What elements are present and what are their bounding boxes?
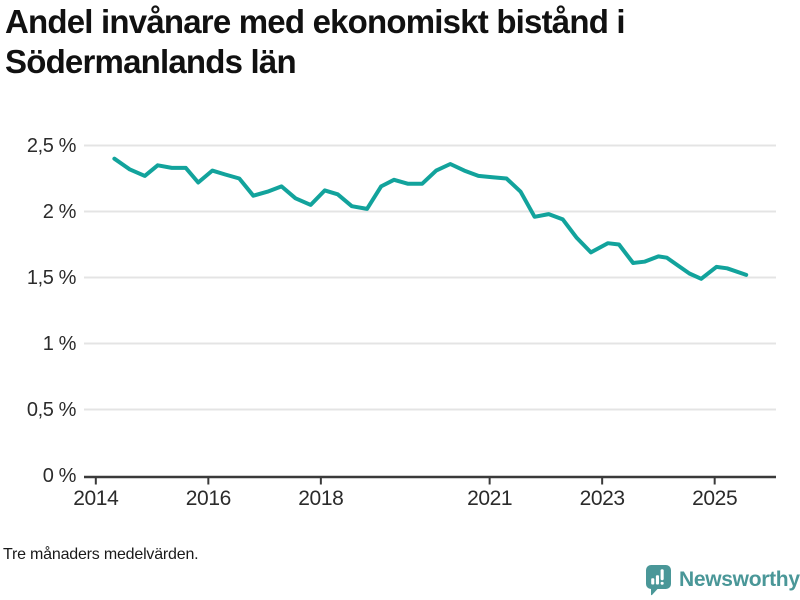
y-tick-label-0.5: 0,5 % — [26, 398, 77, 421]
y-tick-label-2: 2 % — [42, 200, 77, 223]
logo-bar-short — [651, 577, 655, 584]
page-title-line-2: Södermanlands län — [5, 43, 297, 80]
x-tick-label-2016: 2016 — [185, 487, 232, 510]
y-tick-label-1.5: 1,5 % — [26, 266, 77, 289]
logo-exclamation-stem — [660, 568, 664, 580]
newsworthy-wordmark: Newsworthy — [679, 568, 800, 591]
y-tick-label-2.5: 2,5 % — [26, 134, 77, 157]
x-tick-label-2014: 2014 — [73, 487, 119, 510]
logo-bar-tall — [655, 574, 659, 584]
newsworthy-bubble-barchart-icon — [646, 564, 671, 595]
x-tick-label-2018: 2018 — [298, 487, 344, 510]
chart-footnote: Tre månaders medelvärden. — [3, 546, 199, 563]
page-title: Andel invånare med ekonomiskt bistånd i … — [5, 2, 785, 82]
x-tick-label-2021: 2021 — [467, 487, 513, 510]
page-title-line-1: Andel invånare med ekonomiskt bistånd i — [5, 3, 626, 40]
x-tick-label-2023: 2023 — [579, 487, 626, 510]
data-line-södermanlands-län — [112, 156, 749, 281]
x-tick-label-2025: 2025 — [692, 487, 738, 510]
y-tick-label-0: 0 % — [42, 464, 77, 487]
logo-exclamation-dot — [660, 581, 664, 585]
y-tick-label-1: 1 % — [42, 332, 77, 355]
newsworthy-logo: Newsworthy — [646, 563, 800, 597]
